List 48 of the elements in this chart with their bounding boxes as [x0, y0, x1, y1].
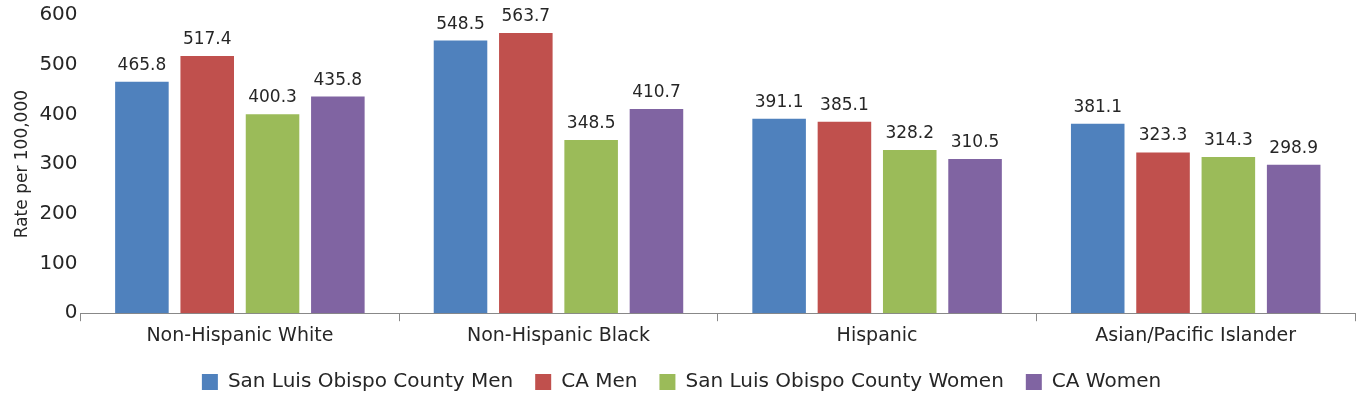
x-tick-label: Non-Hispanic White: [146, 322, 334, 345]
bar: [1201, 156, 1256, 314]
data-label: 391.1: [754, 90, 804, 111]
data-label: 548.5: [436, 12, 485, 33]
data-label: 310.5: [950, 130, 1000, 151]
legend-label: CA Men: [561, 368, 638, 393]
y-tick-label: 200: [39, 200, 78, 224]
bar: [1266, 164, 1321, 314]
legend-label: San Luis Obispo County Women: [685, 368, 1004, 393]
data-label: 385.1: [820, 93, 869, 114]
bar: [1136, 152, 1190, 314]
legend-label: San Luis Obispo County Men: [227, 368, 514, 393]
bar: [629, 109, 684, 314]
data-label: 381.1: [1073, 95, 1123, 116]
data-label: 348.5: [566, 111, 616, 132]
bar: [948, 158, 1002, 314]
bar: [882, 150, 937, 314]
bar: [752, 118, 806, 314]
bar: [564, 140, 618, 314]
y-tick-label: 600: [39, 1, 78, 26]
bar: [245, 114, 300, 314]
y-tick-label: 0: [64, 299, 78, 324]
data-label: 410.7: [632, 81, 681, 101]
x-tick-label: Hispanic: [836, 322, 918, 345]
bar: [817, 121, 872, 314]
y-tick-label: 300: [39, 150, 78, 175]
data-label: 298.9: [1269, 136, 1318, 157]
data-label: 435.8: [313, 68, 363, 89]
y-tick-label: 100: [39, 249, 78, 274]
bar: [180, 56, 234, 314]
legend-label: CA Women: [1051, 368, 1162, 393]
data-label: 314.3: [1204, 128, 1253, 149]
data-label: 400.3: [248, 86, 297, 107]
bar: [1070, 123, 1125, 314]
x-tick-label: Non-Hispanic Black: [466, 322, 651, 345]
data-label: 563.7: [501, 4, 551, 25]
bar: [433, 40, 488, 314]
y-tick-label: 500: [39, 50, 78, 75]
data-label: 328.2: [885, 122, 935, 143]
x-tick-label: Asian/Pacific Islander: [1095, 322, 1297, 345]
data-label: 517.4: [182, 27, 232, 48]
data-label: 323.3: [1138, 124, 1188, 145]
y-tick-label: 400: [39, 100, 78, 125]
data-label: 465.8: [117, 53, 167, 74]
bar: [499, 33, 553, 314]
y-axis-title: Rate per 100,000: [10, 89, 31, 239]
bar: [311, 96, 365, 314]
bar: [115, 81, 169, 314]
